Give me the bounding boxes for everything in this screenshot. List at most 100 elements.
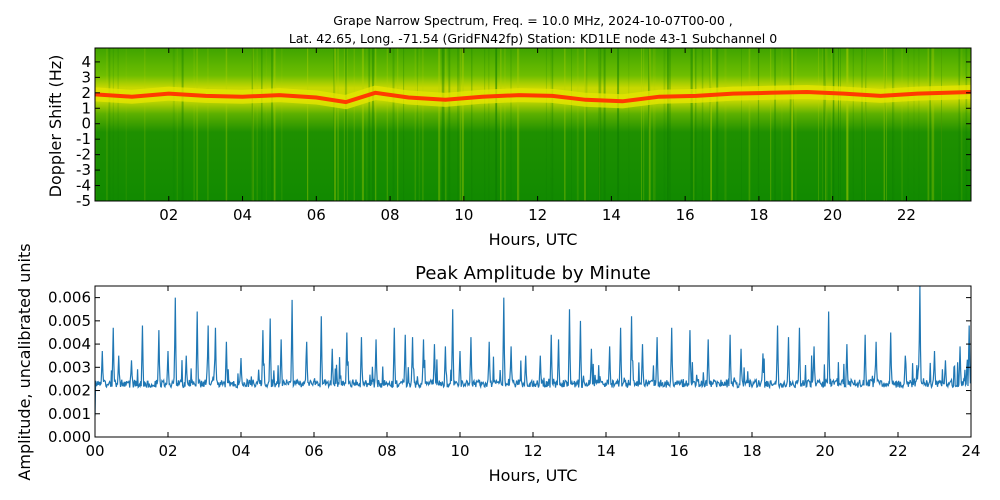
- amplitude-y-tick-label: 0.000: [48, 428, 91, 446]
- spectrogram-y-tick-label: -3: [76, 161, 91, 179]
- spectrogram-panel: Grape Narrow Spectrum, Freq. = 10.0 MHz,…: [46, 13, 972, 249]
- spectrogram-noise-stripe: [517, 48, 519, 201]
- spectrogram-noise-stripe: [418, 48, 420, 201]
- spectrogram-y-tick-label: 4: [81, 53, 91, 71]
- spectrogram-noise-stripe: [654, 48, 656, 201]
- spectrogram-noise-stripe: [901, 48, 903, 201]
- spectrogram-noise-stripe: [225, 48, 228, 201]
- spectrogram-noise-stripe: [918, 48, 920, 201]
- spectrogram-noise-stripe: [958, 48, 960, 201]
- spectrogram-x-tick-label: 22: [897, 206, 916, 224]
- spectrogram-y-tick-label: -4: [76, 177, 91, 195]
- spectrogram-noise-stripe: [791, 48, 793, 201]
- spectrogram-noise-stripe: [824, 48, 826, 201]
- spectrogram-noise-stripe: [617, 48, 620, 201]
- spectrogram-noise-stripe: [261, 48, 263, 201]
- spectrogram-noise-stripe: [716, 48, 719, 201]
- spectrogram-x-tick-label: 06: [307, 206, 326, 224]
- amplitude-x-axis-label: Hours, UTC: [489, 466, 578, 485]
- spectrogram-noise-stripe: [495, 48, 498, 201]
- spectrogram-noise-stripe: [599, 48, 601, 201]
- amplitude-x-ticks: 00 02 04 06 08 10 12 14 16 18 20 22 24: [85, 286, 981, 460]
- spectrogram-noise-stripe: [790, 48, 793, 201]
- spectrogram-noise-stripe: [710, 48, 712, 201]
- spectrogram-noise-stripe: [576, 48, 579, 201]
- spectrogram-noise-stripe: [653, 48, 655, 201]
- spectrogram-noise-stripe: [564, 48, 566, 201]
- spectrogram-noise-stripe: [448, 48, 451, 201]
- spectrogram-background: [95, 48, 971, 201]
- spectrogram-noise-stripe: [207, 48, 209, 201]
- spectrogram-noise-stripe: [884, 48, 886, 201]
- spectrogram-noise-stripe: [457, 48, 459, 201]
- spectrogram-noise-stripe: [571, 48, 572, 201]
- spectrogram-noise-stripe: [781, 48, 783, 201]
- spectrogram-noise-stripe: [907, 48, 909, 201]
- spectrogram-noise-stripe: [913, 48, 915, 201]
- spectrogram-noise-stripe: [617, 48, 619, 201]
- spectrogram-noise-stripe: [366, 48, 368, 201]
- spectrogram-noise-stripe: [334, 48, 336, 201]
- spectrogram-noise-stripe: [792, 48, 794, 201]
- spectrogram-noise-stripe: [825, 48, 827, 201]
- spectrogram-title-line2: Lat. 42.65, Long. -71.54 (GridFN42fp) St…: [289, 31, 777, 46]
- spectrogram-noise-stripe: [414, 48, 416, 201]
- spectrogram-noise-stripe: [795, 48, 797, 201]
- spectrogram-noise-stripe: [846, 48, 848, 201]
- spectrogram-noise-stripe: [181, 48, 184, 201]
- spectrogram-noise-stripe: [826, 48, 828, 201]
- spectrogram-noise-stripe: [846, 48, 849, 201]
- spectrogram-noise-stripe: [106, 48, 108, 201]
- spectrogram-noise-stripe: [545, 48, 547, 201]
- spectrogram-x-tick-label: 16: [676, 206, 695, 224]
- amplitude-x-tick-label: 24: [961, 442, 980, 460]
- spectrogram-noise-stripe: [307, 48, 309, 201]
- spectrogram-noise-stripe: [757, 48, 760, 201]
- spectrogram-noise-stripe: [251, 48, 254, 201]
- spectrogram-noise-stripe: [852, 48, 854, 201]
- spectrogram-noise-stripe: [648, 48, 650, 201]
- spectrogram-noise-stripe: [403, 48, 405, 201]
- spectrogram-noise-stripe: [445, 48, 447, 201]
- spectrogram-noise-stripe: [667, 48, 670, 201]
- spectrogram-noise-stripe: [442, 48, 445, 201]
- spectrogram-noise-stripe: [648, 48, 651, 201]
- spectrogram-noise-stripe: [932, 48, 935, 201]
- amplitude-y-tick-label: 0.004: [48, 335, 91, 353]
- spectrogram-noise-stripe: [599, 48, 602, 201]
- spectrogram-noise-stripe: [361, 48, 364, 201]
- spectrogram-noise-stripe: [112, 48, 114, 201]
- spectrogram-noise-stripe: [510, 48, 512, 201]
- spectrogram-noise-stripe: [584, 48, 586, 201]
- spectrogram-noise-stripe: [422, 48, 424, 201]
- spectrogram-noise-stripe: [789, 48, 792, 201]
- spectrogram-y-tick-label: 0: [81, 115, 91, 133]
- spectrogram-noise-stripe: [108, 48, 111, 201]
- spectrogram-y-tick-label: 3: [81, 68, 91, 86]
- spectrogram-noise-stripe: [337, 48, 339, 201]
- amplitude-x-tick-label: 06: [304, 442, 323, 460]
- spectrogram-noise-stripe: [838, 48, 839, 201]
- amplitude-x-tick-label: 22: [888, 442, 907, 460]
- spectrogram-noise-stripe: [931, 48, 934, 201]
- spectrogram-noise-stripe: [484, 48, 486, 201]
- spectrogram-noise-stripe: [865, 48, 867, 201]
- spectrogram-noise-stripe: [832, 48, 835, 201]
- spectrogram-noise-stripe: [832, 48, 834, 201]
- spectrogram-noise-stripe: [941, 48, 942, 201]
- amplitude-y-tick-label: 0.002: [48, 382, 91, 400]
- spectrogram-noise-stripe: [693, 48, 695, 201]
- spectrogram-x-tick-label: 18: [749, 206, 768, 224]
- spectrogram-noise-stripe: [495, 48, 497, 201]
- spectrogram-noise-stripe: [504, 48, 506, 201]
- spectrogram-noise-stripe: [892, 48, 895, 201]
- spectrogram-noise-stripe: [252, 48, 254, 201]
- spectrogram-noise-stripe: [710, 48, 712, 201]
- spectrogram-noise-stripe: [774, 48, 776, 201]
- spectrogram-noise-stripe: [375, 48, 377, 201]
- spectrogram-noise-stripe: [353, 48, 355, 201]
- spectrogram-noise-stripe: [251, 48, 253, 201]
- spectrogram-y-axis-label: Doppler Shift (Hz): [46, 55, 65, 198]
- spectrogram-noise-stripe: [965, 48, 968, 201]
- spectrogram-noise-stripe: [462, 48, 464, 201]
